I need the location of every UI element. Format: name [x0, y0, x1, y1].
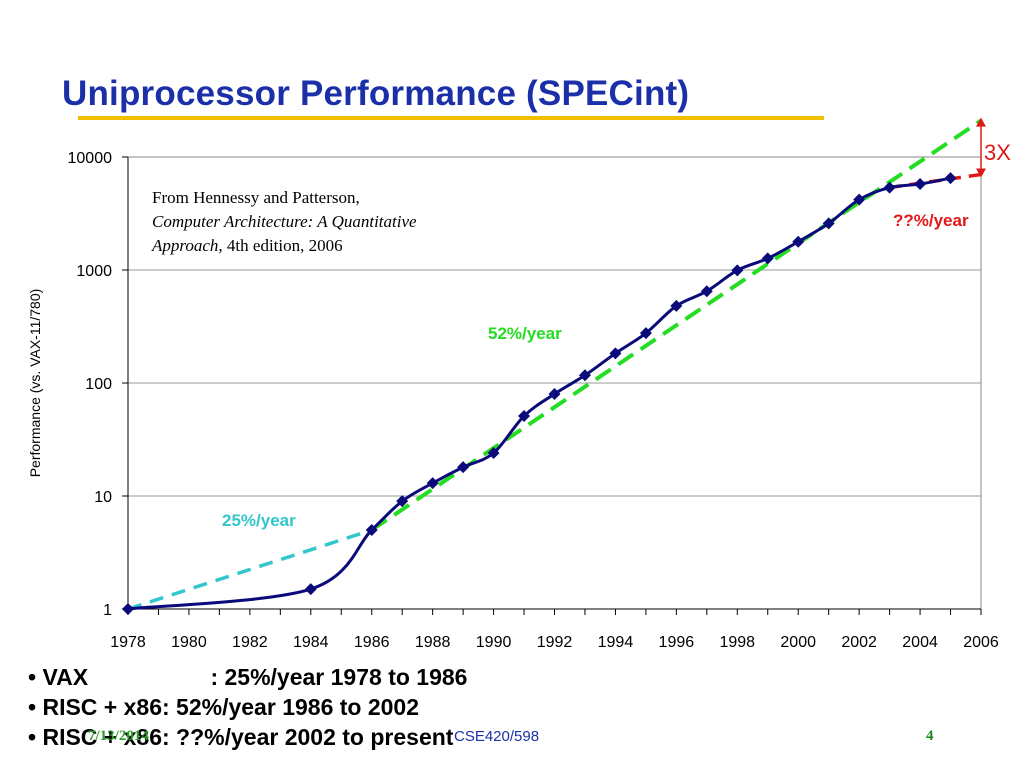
data-point: [700, 285, 713, 298]
bullet-left: RISC + x86: [42, 694, 162, 720]
title-underline: [78, 116, 824, 120]
data-point: [853, 193, 866, 206]
data-point: [639, 327, 652, 340]
y-tick-label: 10000: [68, 150, 113, 167]
trendline-label: 52%/year: [488, 324, 562, 343]
bullet-item: • RISC + x86: 52%/year 1986 to 2002: [28, 694, 420, 720]
data-point: [548, 387, 561, 400]
x-tick-label: 1988: [415, 634, 451, 651]
x-tick-label: 1986: [354, 634, 390, 651]
trendline: [127, 528, 373, 611]
label-layer: 25%/year 52%/year ??%/year 3X: [222, 117, 1011, 530]
bullet-list: • VAX: 25%/year 1978 to 1986 • RISC + x8…: [28, 664, 467, 754]
x-tick-label: 1998: [719, 634, 755, 651]
x-tick-label: 2006: [963, 634, 999, 651]
bullet-right: : ??%/year 2002 to present: [162, 724, 454, 750]
bullet-item: • RISC + x86: ??%/year 2002 to present: [28, 724, 454, 750]
data-point: [883, 181, 896, 194]
data-point: [731, 264, 744, 277]
bullet-left: RISC + x86: [42, 724, 162, 750]
x-tick-label: 2004: [902, 634, 938, 651]
x-tick-label: 1996: [659, 634, 695, 651]
x-tick-label: 1990: [476, 634, 512, 651]
data-point: [761, 252, 774, 265]
data-point: [396, 495, 409, 508]
data-point: [822, 217, 835, 230]
data-point: [792, 235, 805, 248]
bullet-item: • VAX: 25%/year 1978 to 1986: [28, 664, 468, 690]
data-point: [122, 603, 134, 615]
data-point: [578, 369, 591, 382]
source-note: From Hennessy and Patterson, Computer Ar…: [152, 186, 417, 258]
footer-page: 4: [926, 728, 934, 744]
axes-layer: 1 10 100 1000 10000 1978 1980 1982 1984 1986 1988 1…: [27, 150, 999, 651]
x-tick-label: 1984: [293, 634, 329, 651]
data-point: [304, 583, 317, 596]
x-tick-label: 1982: [232, 634, 268, 651]
x-tick-label: 2000: [780, 634, 816, 651]
data-point: [670, 299, 683, 312]
slide-title: Uniprocessor Performance (SPECint): [62, 74, 690, 113]
y-tick-label: 10: [94, 489, 112, 506]
annotation-arrowhead-top: [976, 117, 986, 127]
data-point: [426, 477, 439, 490]
y-tick-label: 1: [103, 602, 112, 619]
x-tick-label: 1994: [598, 634, 634, 651]
trendline-label: ??%/year: [893, 211, 969, 230]
bullet-left: VAX: [42, 664, 89, 690]
data-point: [457, 461, 470, 474]
y-tick-label: 1000: [76, 263, 112, 280]
source-line1: From Hennessy and Patterson,: [152, 188, 360, 207]
data-point: [487, 447, 500, 460]
x-tick-label: 2002: [841, 634, 877, 651]
data-point: [365, 524, 378, 537]
book-title-part2: Approach: [152, 236, 219, 255]
edition-text: , 4th edition, 2006: [218, 236, 343, 255]
bullet-right: : 52%/year 1986 to 2002: [162, 694, 420, 720]
book-title-part1: Computer Architecture: A Quantitative: [152, 212, 417, 231]
data-point: [609, 347, 622, 360]
data-point: [944, 172, 957, 185]
trendline-label: 25%/year: [222, 511, 296, 530]
footer-date: 7/13/2014: [88, 728, 149, 744]
x-tick-label: 1992: [537, 634, 573, 651]
x-tick-label: 1980: [171, 634, 207, 651]
series-layer: [122, 172, 957, 615]
bullet-right: : 25%/year 1978 to 1986: [210, 664, 468, 690]
annotation-arrowhead-bottom: [976, 168, 986, 178]
y-tick-label: 100: [85, 376, 112, 393]
footer-course: CSE420/598: [454, 728, 540, 745]
annotation-3x: 3X: [984, 140, 1011, 165]
x-tick-label: 1978: [110, 634, 146, 651]
y-axis-label: Performance (vs. VAX-11/780): [27, 289, 43, 478]
data-point: [914, 178, 927, 191]
data-point: [518, 410, 531, 423]
